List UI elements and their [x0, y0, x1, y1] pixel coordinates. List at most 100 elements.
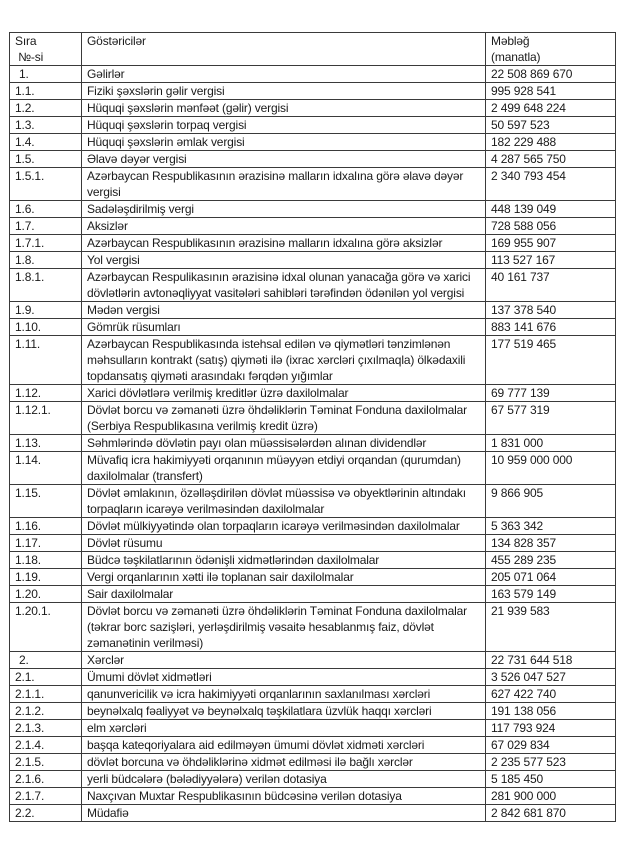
cell-name: Müvafiq icra hakimiyyəti orqanının müəyy… [81, 451, 486, 485]
cell-amount: 134 828 357 [485, 534, 616, 552]
table-row: 2. Xərclər 22 731 644 518 [9, 651, 616, 669]
cell-name: Ümumi dövlət xidmətləri [81, 668, 486, 686]
table-row: 2.1.2. beynəlxalq fəaliyyət və beynəlxalq… [9, 702, 616, 720]
table-row: 1.5. Əlavə dəyər vergisi 4 287 565 750 [9, 150, 616, 168]
cell-name: Dövlət rüsumu [81, 534, 486, 552]
cell-name: Azərbaycan Respulikasının ərazisinə idxa… [81, 268, 486, 302]
table-header-row: Sıra №-si Göstəricilər Məbləğ (manatla) [9, 32, 616, 66]
cell-no: 1.12. [9, 384, 82, 402]
table-row: 1.19. Vergi orqanlarının xətti ilə toplan… [9, 568, 616, 586]
cell-no: 1.15. [9, 484, 82, 518]
cell-name: Fiziki şəxslərin gəlir vergisi [81, 82, 486, 100]
cell-amount: 2 235 577 523 [485, 753, 616, 771]
table-row: 1.3. Hüquqi şəxslərin torpaq vergisi 50 59… [9, 116, 616, 134]
cell-no: 2.1.7. [9, 787, 82, 805]
table-row: 1.20. Sair daxilolmalar 163 579 149 [9, 585, 616, 603]
table-row: 1.13. Səhmlərində dövlətin payı olan müəs… [9, 434, 616, 452]
cell-name: Azərbaycan Respublikasında istehsal edil… [81, 335, 486, 385]
header-number-line1: Sıra [15, 34, 37, 48]
table-row: 1.20.1. Dövlət borcu və zəmanəti üzrə öhd… [9, 602, 616, 652]
cell-no: 2.1.2. [9, 702, 82, 720]
cell-amount: 4 287 565 750 [485, 150, 616, 168]
table-row: 1.10. Gömrük rüsumları 883 141 676 [9, 318, 616, 336]
header-amount-line2: (manatla) [491, 50, 541, 64]
table-row: 1.12.1. Dövlət borcu və zəmanəti üzrə öhd… [9, 401, 616, 435]
cell-no: 1.20. [9, 585, 82, 603]
cell-name: Dövlət əmlakının, özəlləşdirilən dövlət … [81, 484, 486, 518]
table-row: 1.17. Dövlət rüsumu 134 828 357 [9, 534, 616, 552]
cell-name: Xərclər [81, 651, 486, 669]
cell-amount: 113 527 167 [485, 251, 616, 269]
cell-amount: 169 955 907 [485, 234, 616, 252]
cell-name: qanunvericilik və icra hakimiyyəti orqan… [81, 685, 486, 703]
cell-no: 2.2. [9, 804, 82, 822]
table-row: 1.7. Aksizlər 728 588 056 [9, 217, 616, 235]
table-row: 1.14. Müvafiq icra hakimiyyəti orqanının … [9, 451, 616, 485]
cell-name: Hüquqi şəxslərin torpaq vergisi [81, 116, 486, 134]
cell-no: 1.18. [9, 551, 82, 569]
table-row: 1.9. Mədən vergisi 137 378 540 [9, 301, 616, 319]
cell-no: 1.7.1. [9, 234, 82, 252]
table-row: 1.18. Büdcə təşkilatlarının ödənişli xidm… [9, 551, 616, 569]
cell-amount: 137 378 540 [485, 301, 616, 319]
cell-name: Büdcə təşkilatlarının ödənişli xidmətlər… [81, 551, 486, 569]
cell-name: Dövlət borcu və zəmanəti üzrə öhdəliklər… [81, 401, 486, 435]
cell-amount: 177 519 465 [485, 335, 616, 385]
cell-name: Səhmlərində dövlətin payı olan müəssisəl… [81, 434, 486, 452]
cell-amount: 627 422 740 [485, 685, 616, 703]
cell-no: 1.16. [9, 517, 82, 535]
header-indicators: Göstəricilər [81, 32, 486, 66]
cell-amount: 22 508 869 670 [485, 65, 616, 83]
cell-amount: 182 229 488 [485, 133, 616, 151]
cell-no: 2.1.5. [9, 753, 82, 771]
table-row: 1.16. Dövlət mülkiyyətində olan torpaqlar… [9, 517, 616, 535]
cell-amount: 995 928 541 [485, 82, 616, 100]
cell-no: 2. [9, 651, 82, 669]
cell-name: Vergi orqanlarının xətti ilə toplanan sa… [81, 568, 486, 586]
cell-name: Naxçıvan Muxtar Respublikasının büdcəsin… [81, 787, 486, 805]
table-row: 1.15. Dövlət əmlakının, özəlləşdirilən dö… [9, 484, 616, 518]
cell-no: 1.1. [9, 82, 82, 100]
cell-name: elm xərcləri [81, 719, 486, 737]
cell-name: beynəlxalq fəaliyyət və beynəlxalq təşki… [81, 702, 486, 720]
cell-amount: 21 939 583 [485, 602, 616, 652]
header-number-line2: №-si [18, 50, 44, 64]
table-row: 2.1.7. Naxçıvan Muxtar Respublikasının bü… [9, 787, 616, 805]
cell-amount: 883 141 676 [485, 318, 616, 336]
cell-no: 1.9. [9, 301, 82, 319]
table-row: 1.11. Azərbaycan Respublikasında istehsal… [9, 335, 616, 385]
cell-name: Dövlət borcu və zəmanəti üzrə öhdəliklər… [81, 602, 486, 652]
cell-name: Sair daxilolmalar [81, 585, 486, 603]
cell-name: Sadələşdirilmiş vergi [81, 200, 486, 218]
cell-name: Hüquqi şəxslərin mənfəət (gəlir) vergisi [81, 99, 486, 117]
cell-no: 2.1.1. [9, 685, 82, 703]
cell-amount: 117 793 924 [485, 719, 616, 737]
cell-no: 1.11. [9, 335, 82, 385]
cell-name: Əlavə dəyər vergisi [81, 150, 486, 168]
cell-amount: 728 588 056 [485, 217, 616, 235]
cell-name: Müdafiə [81, 804, 486, 822]
table-row: 1.8. Yol vergisi 113 527 167 [9, 251, 616, 269]
cell-amount: 67 577 319 [485, 401, 616, 435]
table-row: 1.8.1. Azərbaycan Respulikasının ərazisin… [9, 268, 616, 302]
cell-name: Gömrük rüsumları [81, 318, 486, 336]
cell-name: Aksizlər [81, 217, 486, 235]
header-amount-line1: Məbləğ [491, 34, 530, 48]
cell-amount: 69 777 139 [485, 384, 616, 402]
cell-name: Xarici dövlətlərə verilmiş kreditlər üzr… [81, 384, 486, 402]
cell-amount: 67 029 834 [485, 736, 616, 754]
table-body: 1. Gəlirlər 22 508 869 670 1.1. Fiziki şəxsl… [9, 65, 616, 822]
cell-no: 1.5.1. [9, 167, 82, 201]
cell-name: yerli büdcələrə (bələdiyyələrə) verilən … [81, 770, 486, 788]
cell-amount: 448 139 049 [485, 200, 616, 218]
cell-no: 2.1.6. [9, 770, 82, 788]
cell-amount: 2 842 681 870 [485, 804, 616, 822]
cell-amount: 5 185 450 [485, 770, 616, 788]
cell-no: 1.3. [9, 116, 82, 134]
table-row: 1. Gəlirlər 22 508 869 670 [9, 65, 616, 83]
cell-name: dövlət borcuna və öhdəliklərinə xidmət e… [81, 753, 486, 771]
cell-name: Azərbaycan Respublikasının ərazisinə mal… [81, 234, 486, 252]
cell-amount: 40 161 737 [485, 268, 616, 302]
table-row: 1.2. Hüquqi şəxslərin mənfəət (gəlir) ver… [9, 99, 616, 117]
cell-amount: 3 526 047 527 [485, 668, 616, 686]
